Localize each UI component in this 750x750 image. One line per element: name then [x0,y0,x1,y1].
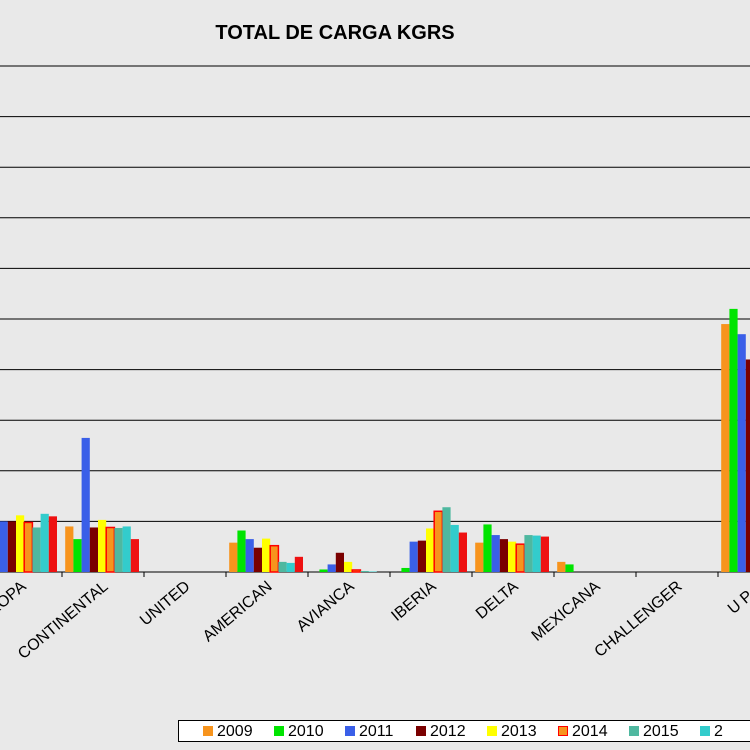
x-label: AMERICAN [200,578,276,645]
bar-2016-avianca [368,571,377,572]
legend: 2009 2010 2011 2012 2013 2014 2015 2 [178,720,750,742]
bar-2016-delta [532,535,541,572]
x-label: CONTINENTAL [15,578,112,663]
bar-2016-iberia [450,524,459,572]
legend-entry: 2012 [416,723,466,741]
bar-2011-american [245,539,254,572]
bar-2016-american [286,562,295,572]
bar-2009-mexicana [557,561,566,572]
legend-label: 2015 [643,723,679,740]
x-label: EUROPA [0,578,30,634]
bar-2012-american [253,547,262,572]
bar-2014-iberia [433,510,444,573]
x-label: MEXICANA [529,578,604,645]
legend-entry: 2011 [345,723,393,741]
legend-entry: 2013 [487,723,537,741]
legend-entry: 2015 [629,723,679,741]
bar-2012-continental [89,527,98,572]
x-label: U P S [725,578,750,618]
bar-2013-continental [98,519,107,572]
x-label: IBERIA [388,578,439,625]
bar-2017-continental [130,539,139,572]
bar-2013-europa [16,515,25,572]
bar-2016-continental [122,526,131,572]
bar-2010-american [237,530,246,572]
legend-label: 2014 [572,723,608,740]
legend-swatch [203,726,213,736]
bar-2013-iberia [426,528,435,572]
bar-2011-u-p-s [737,334,746,572]
legend-entry: 2009 [203,723,253,741]
bar-2010-avianca [319,569,328,572]
legend-entry: 2010 [274,723,324,741]
bar-2014-american [269,544,280,573]
bar-2010-delta [483,524,492,572]
bar-2012-avianca [335,552,344,572]
bar-2009-u-p-s [721,324,730,572]
legend-swatch [558,726,568,736]
legend-label: 2012 [430,723,466,740]
bar-2014-europa [23,521,34,573]
bar-2013-avianca [344,561,353,572]
legend-label: 2010 [288,723,324,740]
bar-2009-continental [65,526,74,572]
bar-2014-delta [515,543,526,573]
legend-swatch [487,726,497,736]
bar-2015-avianca [360,570,369,572]
bar-2011-europa [0,521,8,572]
gridlines [0,65,750,573]
legend-swatch [629,726,639,736]
bar-2015-iberia [442,507,451,572]
bar-2014-avianca [351,569,362,573]
bar-2015-american [278,561,287,572]
legend-entry: 2 [700,723,723,741]
legend-swatch [345,726,355,736]
legend-label: 2009 [217,723,253,740]
bar-2017-iberia [458,532,467,572]
bar-2011-iberia [409,541,418,572]
x-label: DELTA [473,578,522,623]
bar-2013-american [262,538,271,572]
bar-2016-europa [40,513,49,572]
x-label: CHALLENGER [592,578,686,661]
legend-label: 2013 [501,723,537,740]
x-label: UNITED [137,578,194,629]
bar-2011-delta [491,535,500,572]
bar-2009-american [229,542,238,572]
bar-2010-continental [73,539,82,572]
bar-2015-europa [32,527,41,572]
bar-2017-american [294,556,303,572]
x-label: AVIANCA [294,578,358,636]
legend-swatch [416,726,426,736]
bar-2015-delta [524,535,533,572]
bar-2013-delta [508,541,517,572]
bar-2017-europa [48,516,57,572]
bar-2010-iberia [401,567,410,572]
bar-2009-delta [475,542,484,572]
bar-2011-continental [81,437,90,572]
legend-swatch [274,726,284,736]
legend-label: 2 [714,723,723,740]
bar-2010-mexicana [565,564,574,572]
bar-2017-delta [540,536,549,572]
x-axis-ticks [61,572,719,577]
bars [0,308,750,573]
bar-2014-continental [105,526,116,573]
bar-2010-u-p-s [729,308,738,572]
bar-2015-continental [114,527,123,572]
bar-2012-europa [7,521,17,572]
chart-title: TOTAL DE CARGA KGRS [215,22,455,44]
bar-2012-delta [499,539,508,572]
legend-swatch [700,726,710,736]
bar-2011-avianca [327,564,336,572]
legend-label: 2011 [359,723,394,740]
bar-2012-u-p-s [745,359,750,572]
bar-2012-iberia [417,540,426,572]
legend-entry: 2014 [558,723,608,741]
